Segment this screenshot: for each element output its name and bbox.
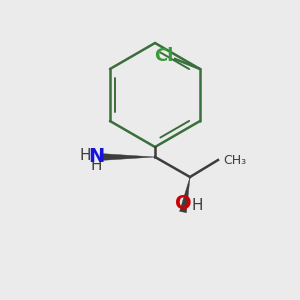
Text: N: N xyxy=(88,146,104,166)
Text: H: H xyxy=(79,148,91,164)
Text: CH₃: CH₃ xyxy=(223,154,246,166)
Polygon shape xyxy=(180,177,190,213)
Polygon shape xyxy=(100,154,155,160)
Text: Cl: Cl xyxy=(154,47,173,65)
Text: H: H xyxy=(90,158,102,173)
Text: O: O xyxy=(175,194,191,213)
Text: H: H xyxy=(191,199,203,214)
